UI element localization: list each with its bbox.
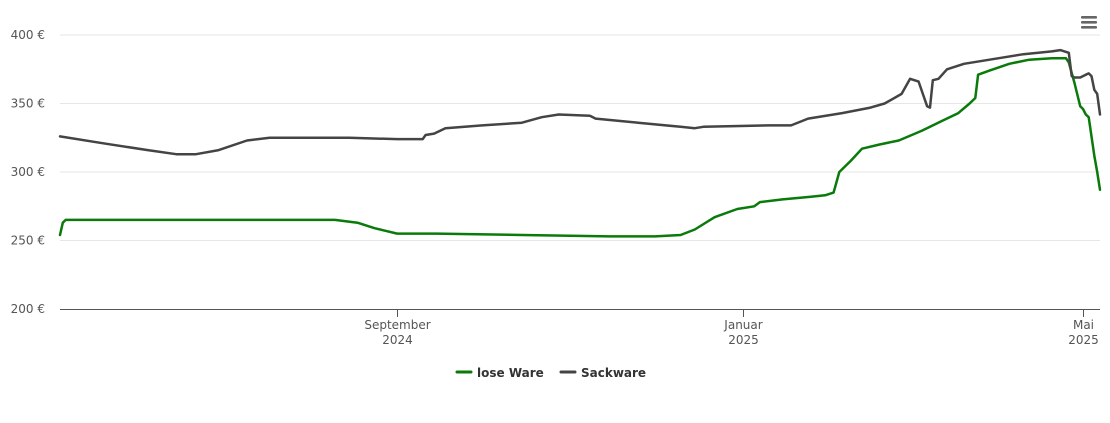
grid-lines — [60, 34, 1100, 241]
legend-item-lose-ware[interactable]: lose Ware — [455, 366, 544, 380]
series-line-lose-ware — [58, 57, 1102, 238]
x-tick-label: Januar — [723, 318, 762, 332]
y-tick-label: 250 € — [11, 234, 45, 248]
x-tick-year-label: 2025 — [728, 333, 759, 347]
y-tick-label: 200 € — [11, 302, 45, 316]
series-line-sackware — [58, 48, 1102, 156]
hamburger-menu-icon[interactable] — [1081, 16, 1097, 29]
legend[interactable]: lose Ware Sackware — [455, 366, 646, 380]
menu-button[interactable] — [1078, 12, 1098, 32]
x-tick-label: September — [364, 318, 430, 332]
legend-label: lose Ware — [477, 366, 544, 380]
x-tick-year-label: 2025 — [1068, 333, 1099, 347]
y-tick-label: 350 € — [11, 97, 45, 111]
legend-label: Sackware — [581, 366, 646, 380]
legend-item-sackware[interactable]: Sackware — [559, 366, 646, 380]
x-tick-label: Mai — [1073, 318, 1094, 332]
y-tick-label: 300 € — [11, 165, 45, 179]
y-axis: 200 € 250 € 300 € 350 € 400 € — [11, 28, 45, 316]
series-lines — [58, 48, 1102, 238]
x-tick-year-label: 2024 — [382, 333, 413, 347]
y-tick-label: 400 € — [11, 28, 45, 42]
